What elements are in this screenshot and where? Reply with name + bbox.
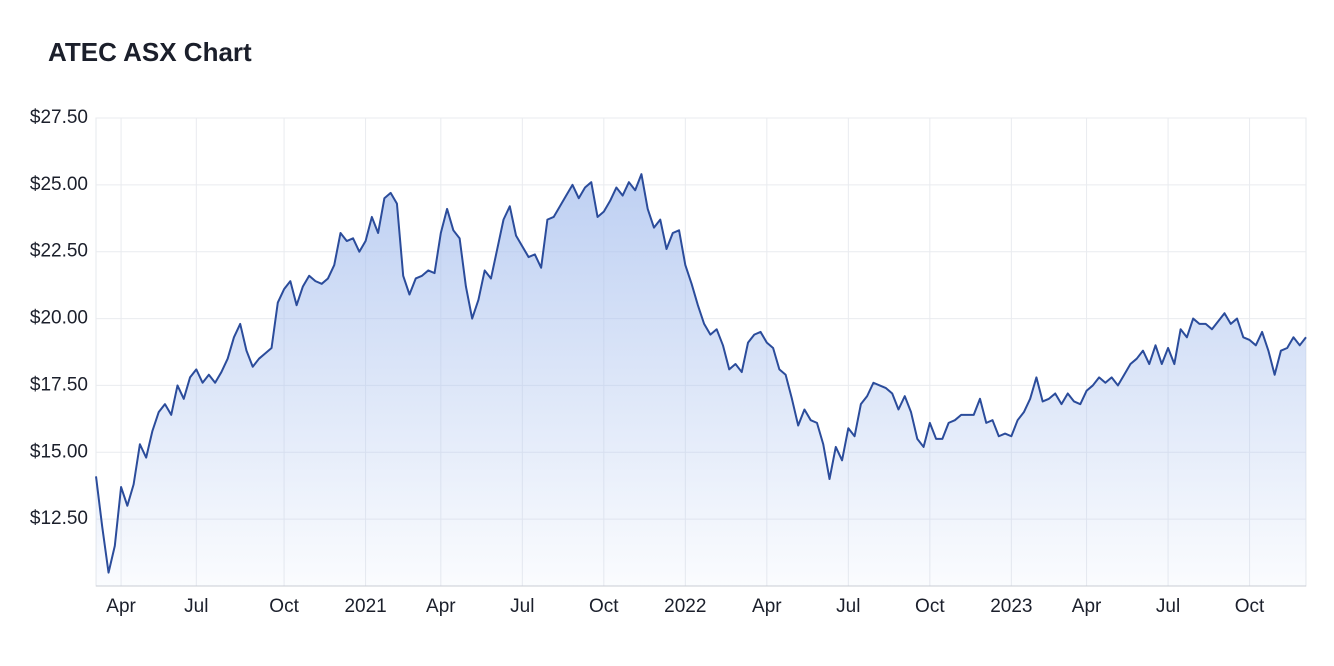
x-tick-label: Apr <box>752 596 782 617</box>
x-tick-label: 2023 <box>990 596 1032 617</box>
x-tick-label: 2022 <box>664 596 706 617</box>
x-tick-label: Jul <box>184 596 208 617</box>
y-tick-label: $17.50 <box>30 374 88 395</box>
x-tick-label: Jul <box>1156 596 1180 617</box>
y-tick-label: $15.00 <box>30 441 88 462</box>
y-tick-label: $20.00 <box>30 308 88 329</box>
price-line <box>95 173 1307 574</box>
chart-title: ATEC ASX Chart <box>48 37 252 67</box>
y-tick-label: $25.00 <box>30 174 88 195</box>
y-tick-label: $22.50 <box>30 241 88 262</box>
x-tick-label: Apr <box>426 596 456 617</box>
x-tick-label: Apr <box>106 596 136 617</box>
x-tick-label: Oct <box>589 596 619 617</box>
x-tick-label: Jul <box>510 596 534 617</box>
y-tick-label: $12.50 <box>30 508 88 529</box>
area <box>96 174 1306 586</box>
x-tick-label: Oct <box>915 596 945 617</box>
y-tick-label: $27.50 <box>30 107 88 128</box>
x-tick-label: Jul <box>836 596 860 617</box>
x-tick-label: Oct <box>1235 596 1265 617</box>
x-tick-label: 2021 <box>344 596 386 617</box>
x-tick-label: Apr <box>1072 596 1102 617</box>
x-tick-label: Oct <box>269 596 299 617</box>
